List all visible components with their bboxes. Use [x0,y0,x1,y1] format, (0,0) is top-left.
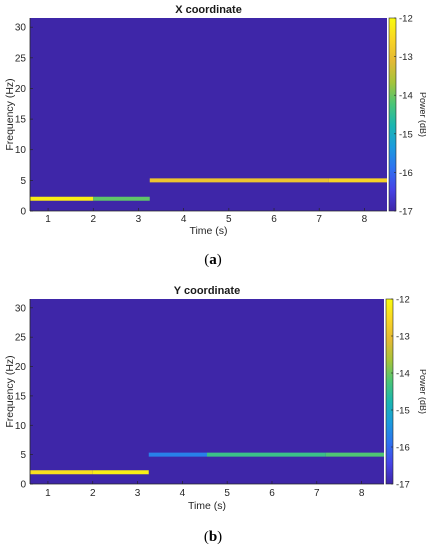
colorbar-tick-label: -12 [399,14,413,25]
y-axis-label: Frequency (Hz) [4,355,16,427]
colorbar-tick-label: -16 [396,443,410,454]
colorbar-tick-label: -16 [399,168,413,179]
power-segment [328,178,387,183]
y-tick-label: 30 [15,303,27,314]
colorbar-tick-label: -13 [396,332,410,343]
y-tick-label: 0 [20,207,26,218]
colorbar-tick-label: -12 [396,295,410,306]
x-tick-label: 3 [136,214,142,225]
power-segment [30,470,93,475]
x-tick-label: 7 [314,488,320,499]
colorbar-tick-label: -14 [396,369,410,380]
chart-title: X coordinate [175,4,242,16]
x-tick-label: 2 [90,488,96,499]
x-tick-label: 6 [271,214,277,225]
y-tick-label: 20 [15,84,27,95]
panel-label: (a) [204,252,222,268]
y-tick-label: 10 [15,421,27,432]
power-segment [207,452,326,457]
x-tick-label: 6 [269,488,275,499]
x-tick-label: 5 [226,214,232,225]
x-tick-label: 8 [362,214,368,225]
colorbar-tick-label: -15 [396,406,410,417]
power-segment [149,178,329,183]
power-segment [30,196,94,201]
chart-title: Y coordinate [174,285,240,297]
x-tick-label: 3 [135,488,141,499]
y-tick-label: 10 [15,145,27,156]
y-tick-label: 25 [15,53,27,64]
x-tick-label: 4 [181,214,187,225]
x-tick-label: 1 [45,488,51,499]
x-tick-label: 2 [90,214,96,225]
colorbar-tick-label: -17 [399,207,413,218]
colorbar-tick-label: -17 [396,480,410,491]
x-tick-label: 4 [180,488,186,499]
x-tick-label: 5 [224,488,230,499]
y-tick-label: 5 [20,450,26,461]
x-axis-label: Time (s) [188,500,226,512]
colorbar-tick-label: -15 [399,129,413,140]
colorbar [385,298,394,485]
y-axis-label: Frequency (Hz) [4,78,16,150]
power-segment [148,452,207,457]
y-tick-label: 30 [15,23,27,34]
panel-label: (b) [204,529,222,545]
colorbar [388,17,397,212]
colorbar-label: Power (dB) [418,369,426,414]
power-segment [92,470,149,475]
colorbar-tick-label: -13 [399,52,413,63]
colorbar-label: Power (dB) [418,92,426,137]
colorbar-tick-label: -14 [399,91,413,102]
y-tick-label: 15 [15,391,27,402]
y-tick-label: 25 [15,333,27,344]
x-tick-label: 1 [45,214,51,225]
power-segment [93,196,150,201]
x-axis-label: Time (s) [189,225,227,237]
power-segment [325,452,384,457]
y-tick-label: 0 [20,480,26,491]
y-tick-label: 20 [15,362,27,373]
x-tick-label: 7 [316,214,322,225]
x-tick-label: 8 [359,488,365,499]
y-tick-label: 15 [15,115,27,126]
y-tick-label: 5 [20,176,26,187]
